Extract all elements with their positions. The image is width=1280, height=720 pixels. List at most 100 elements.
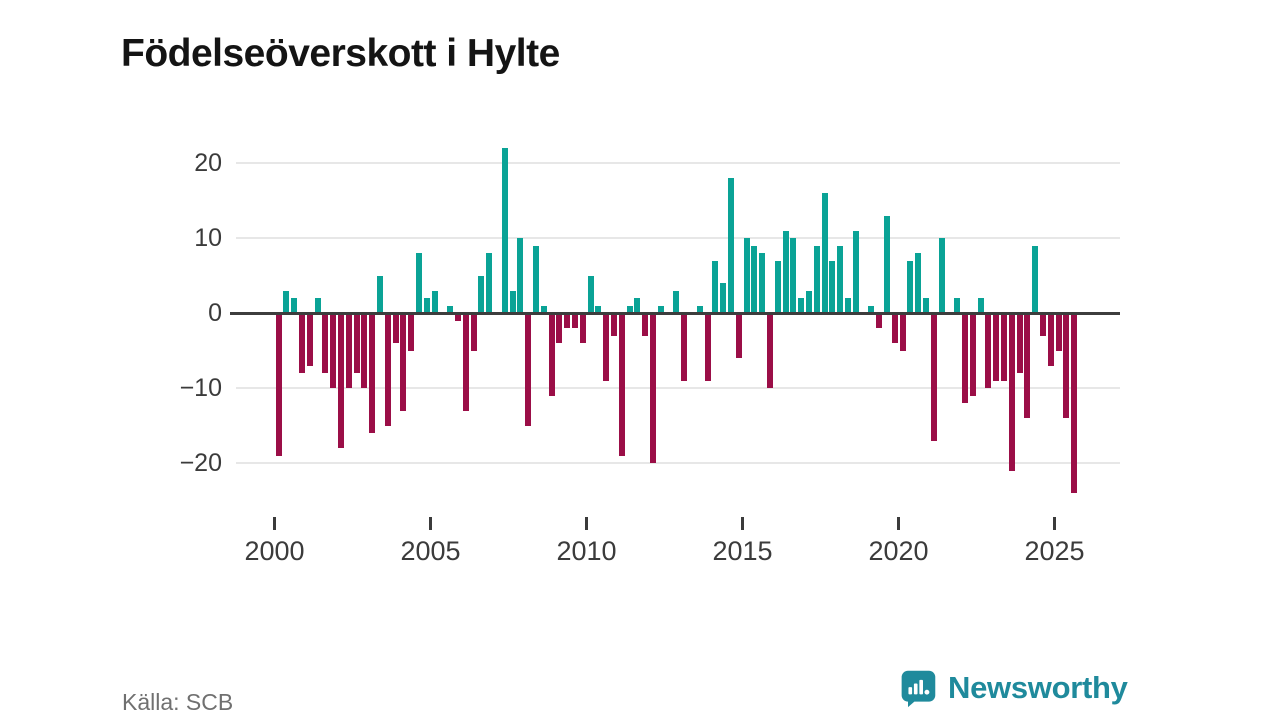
bar-2017-q1 <box>806 290 812 313</box>
bar-2023-q1 <box>993 313 1000 381</box>
bar-2001-q3 <box>322 313 329 373</box>
x-axis-label: 2000 <box>244 536 305 566</box>
bar-2016-q4 <box>798 298 805 313</box>
bar-2006-q4 <box>486 253 493 313</box>
bar-2006-q1 <box>462 313 469 411</box>
bar-2011-q1 <box>618 313 625 456</box>
bar-2010-q3 <box>603 313 610 381</box>
bar-2012-q4 <box>673 290 680 313</box>
zero-axis-line <box>230 312 1120 315</box>
x-axis-label: 2020 <box>868 536 929 566</box>
bar-2023-q4 <box>1016 313 1023 373</box>
bar-2017-q2 <box>813 245 820 313</box>
bar-2002-q2 <box>345 313 352 388</box>
bar-2010-q1 <box>587 275 594 313</box>
bar-2000-q4 <box>299 313 305 373</box>
bar-2016-q2 <box>782 230 789 313</box>
bar-2023-q2 <box>1001 313 1007 381</box>
bar-2014-q4 <box>735 313 742 358</box>
bar-2008-q4 <box>548 313 555 396</box>
bar-2024-q3 <box>1040 313 1046 336</box>
bar-2014-q2 <box>720 283 727 313</box>
bar-2015-q4 <box>767 313 773 388</box>
bar-2012-q1 <box>650 313 656 463</box>
bar-2019-q1 <box>868 305 875 313</box>
bar-2002-q1 <box>338 313 344 448</box>
bar-2000-q2 <box>283 290 290 313</box>
x-axis-tick-2015 <box>741 517 744 530</box>
y-axis-label: −20 <box>179 449 222 477</box>
bar-2011-q4 <box>642 313 649 336</box>
bar-2011-q2 <box>626 305 633 313</box>
bar-2018-q1 <box>837 245 844 313</box>
bar-2004-q2 <box>408 313 415 351</box>
bar-2008-q3 <box>540 305 547 313</box>
bar-2005-q4 <box>455 313 461 321</box>
bar-2006-q3 <box>478 275 485 313</box>
bar-2014-q1 <box>712 260 719 313</box>
grid-line-−10 <box>236 387 1120 389</box>
bar-2019-q2 <box>876 313 883 328</box>
bar-2018-q3 <box>852 230 859 313</box>
bar-2010-q2 <box>595 305 602 313</box>
bar-2007-q3 <box>509 290 516 313</box>
bar-2016-q3 <box>790 238 797 313</box>
grid-line-20 <box>236 162 1120 164</box>
bar-2022-q1 <box>962 313 968 403</box>
bar-2013-q1 <box>681 313 688 381</box>
bar-2021-q4 <box>954 298 961 313</box>
x-axis-tick-2000 <box>273 517 276 530</box>
y-axis-label: −10 <box>179 374 222 402</box>
bar-2000-q3 <box>291 298 298 313</box>
bar-2004-q4 <box>423 298 430 313</box>
grid-line-−20 <box>236 462 1120 464</box>
bar-2003-q4 <box>392 313 399 343</box>
bar-2024-q4 <box>1047 313 1054 366</box>
page-title: Födelseöverskott i Hylte <box>121 32 560 76</box>
bar-2001-q2 <box>314 298 321 313</box>
bar-2003-q1 <box>369 313 376 433</box>
bar-2022-q4 <box>985 313 992 388</box>
bar-2000-q1 <box>275 313 282 456</box>
bar-2009-q3 <box>572 313 578 328</box>
x-axis-tick-2020 <box>897 517 900 530</box>
bar-2015-q3 <box>759 253 766 313</box>
bar-2020-q3 <box>915 253 922 313</box>
bar-2024-q2 <box>1032 245 1039 313</box>
bar-2023-q3 <box>1008 313 1015 471</box>
bar-2013-q3 <box>696 305 703 313</box>
bar-2017-q3 <box>821 193 828 313</box>
bar-2015-q1 <box>743 238 750 313</box>
bar-2017-q4 <box>829 260 836 313</box>
bar-2025-q3 <box>1071 313 1078 493</box>
x-axis-label: 2025 <box>1024 536 1085 566</box>
bar-2004-q1 <box>400 313 407 411</box>
bar-2012-q2 <box>657 305 664 313</box>
newsworthy-logo-icon <box>901 670 936 708</box>
bar-2020-q1 <box>899 313 906 351</box>
x-axis-tick-2005 <box>429 517 432 530</box>
grid-line-10 <box>236 237 1120 239</box>
bar-2005-q1 <box>431 290 438 313</box>
bar-2014-q3 <box>728 178 734 313</box>
newsworthy-logo: Newsworthy <box>898 668 1128 708</box>
bar-2009-q2 <box>564 313 571 328</box>
bar-2007-q4 <box>517 238 524 313</box>
bar-2008-q2 <box>533 245 539 313</box>
bar-2010-q4 <box>611 313 617 336</box>
bar-2006-q2 <box>470 313 477 351</box>
bar-2018-q2 <box>845 298 851 313</box>
bar-2008-q1 <box>525 313 532 426</box>
y-axis-label: 10 <box>194 224 222 252</box>
bar-2002-q3 <box>353 313 360 373</box>
bar-2021-q1 <box>930 313 937 441</box>
bar-2007-q2 <box>501 148 508 313</box>
x-axis-tick-2010 <box>585 517 588 530</box>
bar-2016-q1 <box>774 260 781 313</box>
bar-2003-q3 <box>384 313 391 426</box>
bar-2022-q2 <box>969 313 976 396</box>
x-axis-tick-2025 <box>1053 517 1056 530</box>
bar-2025-q1 <box>1055 313 1062 351</box>
